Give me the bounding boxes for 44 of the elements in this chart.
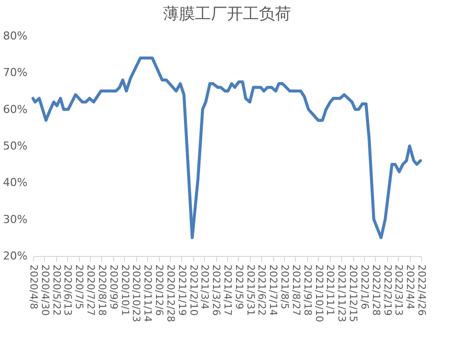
y-tick-label: 70% [3,66,28,80]
x-tick-label: 2021/5/31 [244,264,256,316]
x-tick-label: 2021/2/10 [187,264,198,316]
x-tick-label: 2020/12/28 [164,264,176,322]
x-tick-label: 2020/7/27 [84,264,96,316]
chart-title: 薄膜工厂开工负荷 [163,4,291,23]
y-tick-label: 30% [3,212,28,226]
x-tick-label: 2021/8/27 [290,264,301,316]
x-tick-label: 2020/5/22 [50,264,62,316]
x-tick-label: 2022/4/4 [404,264,416,310]
y-tick-label: 60% [3,102,28,116]
x-tick-label: 2020/10/1 [118,264,130,316]
x-tick-label: 2021/1/19 [176,264,187,316]
x-tick-label: 2020/9/9 [107,264,118,310]
y-tick-label: 40% [3,176,28,190]
x-tick-label: 2020/4/8 [28,264,38,310]
line-series [32,56,422,240]
x-tick-label: 2020/4/30 [38,264,50,316]
x-tick-label: 2020/12/6 [153,264,164,316]
x-tick-label: 2022/3/13 [392,264,404,316]
x-tick-label: 2021/10/10 [312,264,324,322]
x-tick-label: 2021/8/5 [278,264,290,310]
x-tick-label: 2021/5/9 [232,264,244,310]
x-tick-label: 2021/9/18 [301,264,312,316]
x-tick-label: 2022/1/6 [358,264,370,310]
x-tick-label: 2022/1/28 [370,264,381,316]
y-tick-label: 20% [3,250,28,262]
x-tick-label: 2021/6/22 [256,264,267,316]
x-tick-label: 2020/10/23 [130,264,142,322]
x-tick-label: 2021/3/4 [198,264,210,310]
x-tick-label: 2021/3/26 [210,264,222,316]
x-tick-label: 2020/6/13 [62,264,73,316]
x-tick-label: 2021/11/23 [336,264,347,322]
x-tick-label: 2021/7/14 [267,264,278,316]
y-tick-label: 50% [3,140,28,152]
y-tick-label: 80% [3,30,28,42]
x-tick-label: 2021/12/15 [347,264,358,322]
x-tick-label: 2020/7/5 [73,264,84,310]
x-tick-label: 2020/8/18 [96,264,107,316]
x-tick-label: 2022/4/26 [416,264,426,316]
x-tick-label: 2022/2/19 [381,264,392,316]
x-tick-label: 2021/4/17 [222,264,232,316]
x-tick-label: 2021/11/1 [324,264,336,316]
x-tick-label: 2020/11/14 [142,264,153,322]
